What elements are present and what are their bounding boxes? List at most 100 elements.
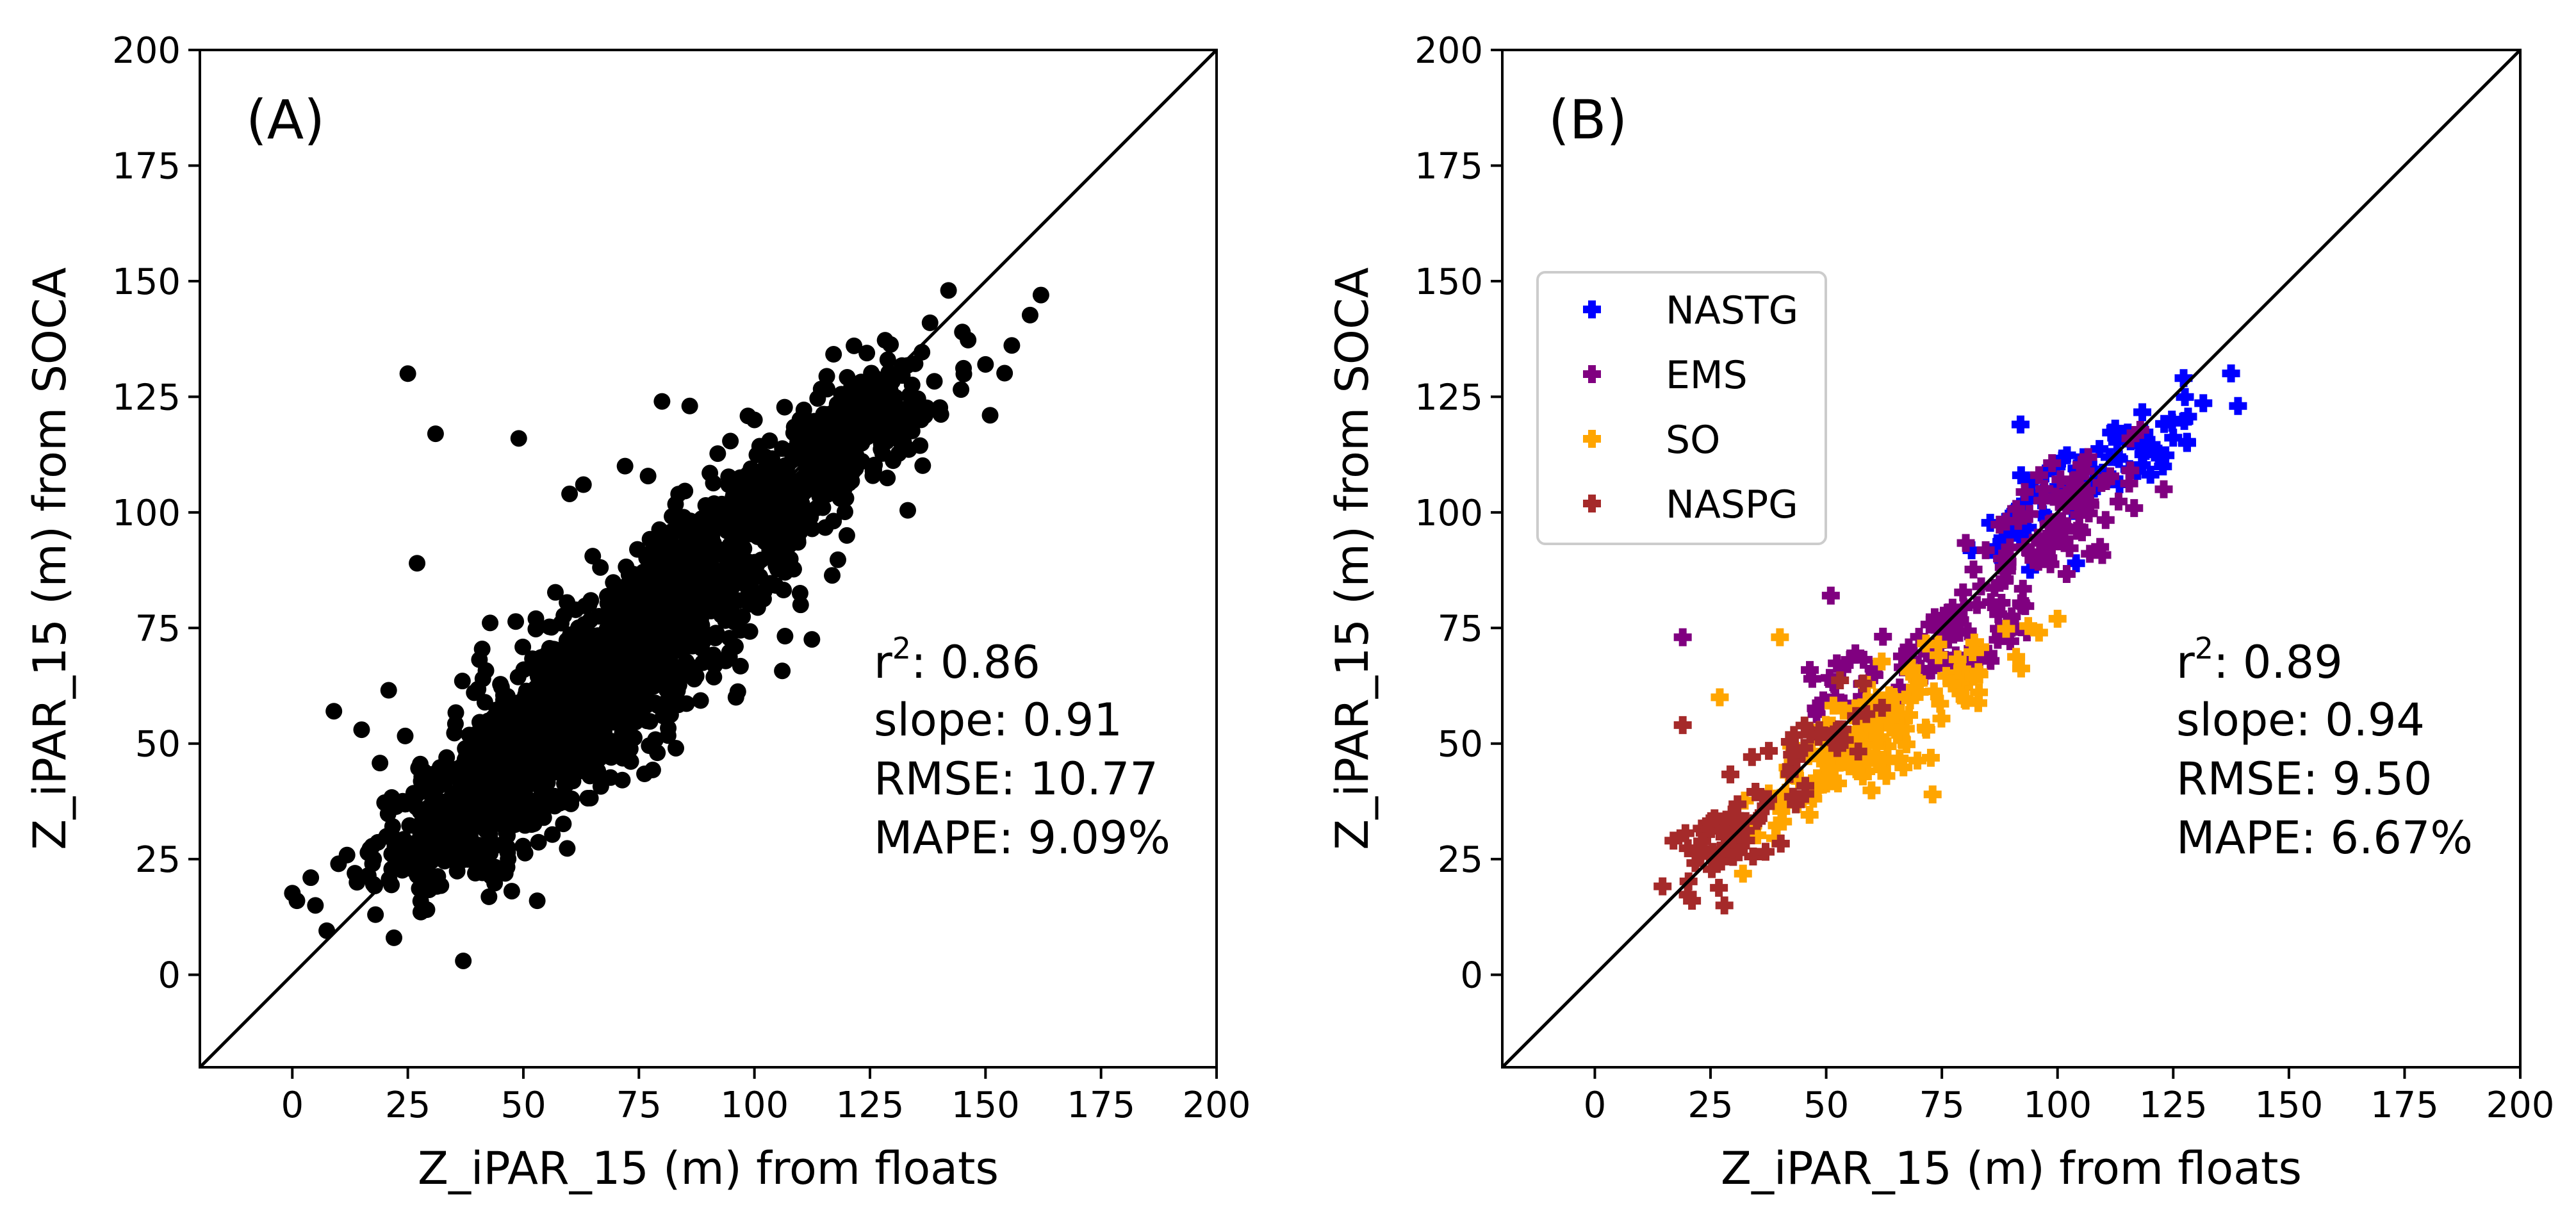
data-point-all	[843, 459, 860, 476]
data-point-all	[380, 682, 397, 699]
data-point-all	[361, 840, 379, 858]
data-point-so	[1921, 748, 1940, 767]
data-point-so	[1771, 628, 1789, 646]
data-point-all	[399, 365, 416, 382]
data-point-so	[2012, 659, 2030, 678]
data-point-nastg	[2011, 529, 2030, 547]
data-point-ems	[2079, 448, 2097, 466]
data-point-so	[1829, 774, 1848, 792]
x-tick-label: 200	[2486, 1085, 2555, 1126]
data-point-all	[562, 657, 579, 675]
data-point-naspg	[1795, 716, 1814, 735]
data-point-ems	[2121, 461, 2140, 480]
data-point-all	[872, 422, 889, 439]
data-point-so	[2048, 609, 2067, 628]
data-point-all	[798, 514, 816, 531]
data-point-ems	[2042, 537, 2061, 556]
data-point-ems	[1993, 550, 2012, 568]
legend-label-nastg: NASTG	[1666, 288, 1798, 333]
data-point-ems	[1996, 570, 2014, 588]
data-point-ems	[1947, 623, 1965, 641]
data-point-naspg	[1785, 741, 1804, 759]
data-point-so	[1772, 801, 1791, 820]
data-point-ems	[2065, 471, 2084, 489]
data-point-all	[774, 440, 791, 457]
data-point-so	[1800, 805, 1819, 824]
data-point-all	[561, 634, 578, 651]
data-point-all	[818, 368, 835, 385]
data-point-all	[709, 445, 726, 463]
data-point-all	[372, 755, 389, 772]
data-point-all	[622, 753, 639, 770]
data-point-all	[467, 865, 484, 882]
data-point-naspg	[1712, 852, 1730, 871]
data-point-all	[461, 742, 479, 759]
data-point-ems	[1967, 596, 1986, 614]
data-point-all	[689, 576, 706, 593]
data-point-all	[769, 561, 786, 578]
data-point-all	[598, 713, 615, 730]
data-point-so	[2019, 617, 2038, 635]
data-point-all	[700, 534, 718, 551]
y-tick-label: 175	[112, 145, 181, 187]
data-point-naspg	[1787, 795, 1805, 814]
stat-r2-a: r2: 0.86	[874, 631, 1040, 689]
data-point-all	[516, 778, 533, 795]
data-point-all	[571, 725, 589, 742]
data-point-nastg	[2012, 466, 2030, 484]
data-point-ems	[2001, 538, 2019, 557]
data-point-all	[509, 668, 527, 685]
data-point-so	[1776, 783, 1795, 802]
data-point-nastg	[2142, 436, 2161, 454]
y-axis-label-b: Z_iPAR_15 (m) from SOCA	[1326, 267, 1379, 850]
data-point-so	[1799, 747, 1817, 766]
data-point-so	[1948, 669, 1967, 688]
data-point-ems	[1910, 628, 1928, 646]
data-point-nastg	[2110, 475, 2129, 494]
data-point-all	[707, 629, 724, 646]
data-point-all	[764, 495, 782, 512]
data-point-ems	[1997, 512, 2015, 531]
data-point-so	[1710, 688, 1729, 707]
data-point-all	[666, 537, 683, 555]
data-point-all	[592, 559, 609, 576]
data-point-all	[666, 658, 683, 675]
x-tick-label: 50	[500, 1085, 546, 1126]
data-point-nastg	[2076, 472, 2095, 491]
data-point-all	[401, 817, 418, 834]
scatter-points-a	[284, 282, 1049, 969]
data-point-all	[444, 785, 461, 802]
data-point-so	[1969, 694, 1987, 712]
data-point-all	[653, 696, 671, 714]
data-point-all	[475, 764, 492, 782]
data-point-ems	[1943, 598, 1962, 617]
data-point-ems	[1807, 699, 1825, 717]
data-point-all	[325, 703, 343, 720]
data-point-so	[1894, 758, 1913, 776]
data-point-naspg	[1673, 716, 1692, 734]
data-point-naspg	[1702, 812, 1720, 830]
stats-box-a: r2: 0.86 slope: 0.91 RMSE: 10.77 MAPE: 9…	[874, 631, 1170, 864]
data-point-all	[575, 476, 592, 493]
stat-r-value-a: : 0.86	[911, 636, 1040, 689]
data-point-all	[409, 555, 426, 572]
data-point-naspg	[1780, 733, 1799, 751]
data-point-all	[495, 687, 513, 704]
data-point-so	[1824, 696, 1842, 715]
data-point-ems	[1939, 630, 1958, 649]
data-point-naspg	[1748, 812, 1766, 830]
data-point-ems	[1992, 594, 2011, 612]
data-point-naspg	[1857, 705, 1876, 723]
stat-r-sup-b: 2	[2195, 631, 2213, 666]
data-point-ems	[2030, 466, 2048, 484]
data-point-nastg	[2011, 415, 2030, 434]
data-point-all	[621, 687, 638, 704]
data-point-all	[672, 596, 689, 613]
data-point-all	[653, 393, 671, 410]
data-point-nastg	[2141, 466, 2160, 484]
data-point-all	[876, 332, 894, 349]
data-point-so	[1957, 691, 1975, 710]
y-tick-label: 0	[158, 955, 181, 997]
data-point-all	[816, 468, 833, 486]
